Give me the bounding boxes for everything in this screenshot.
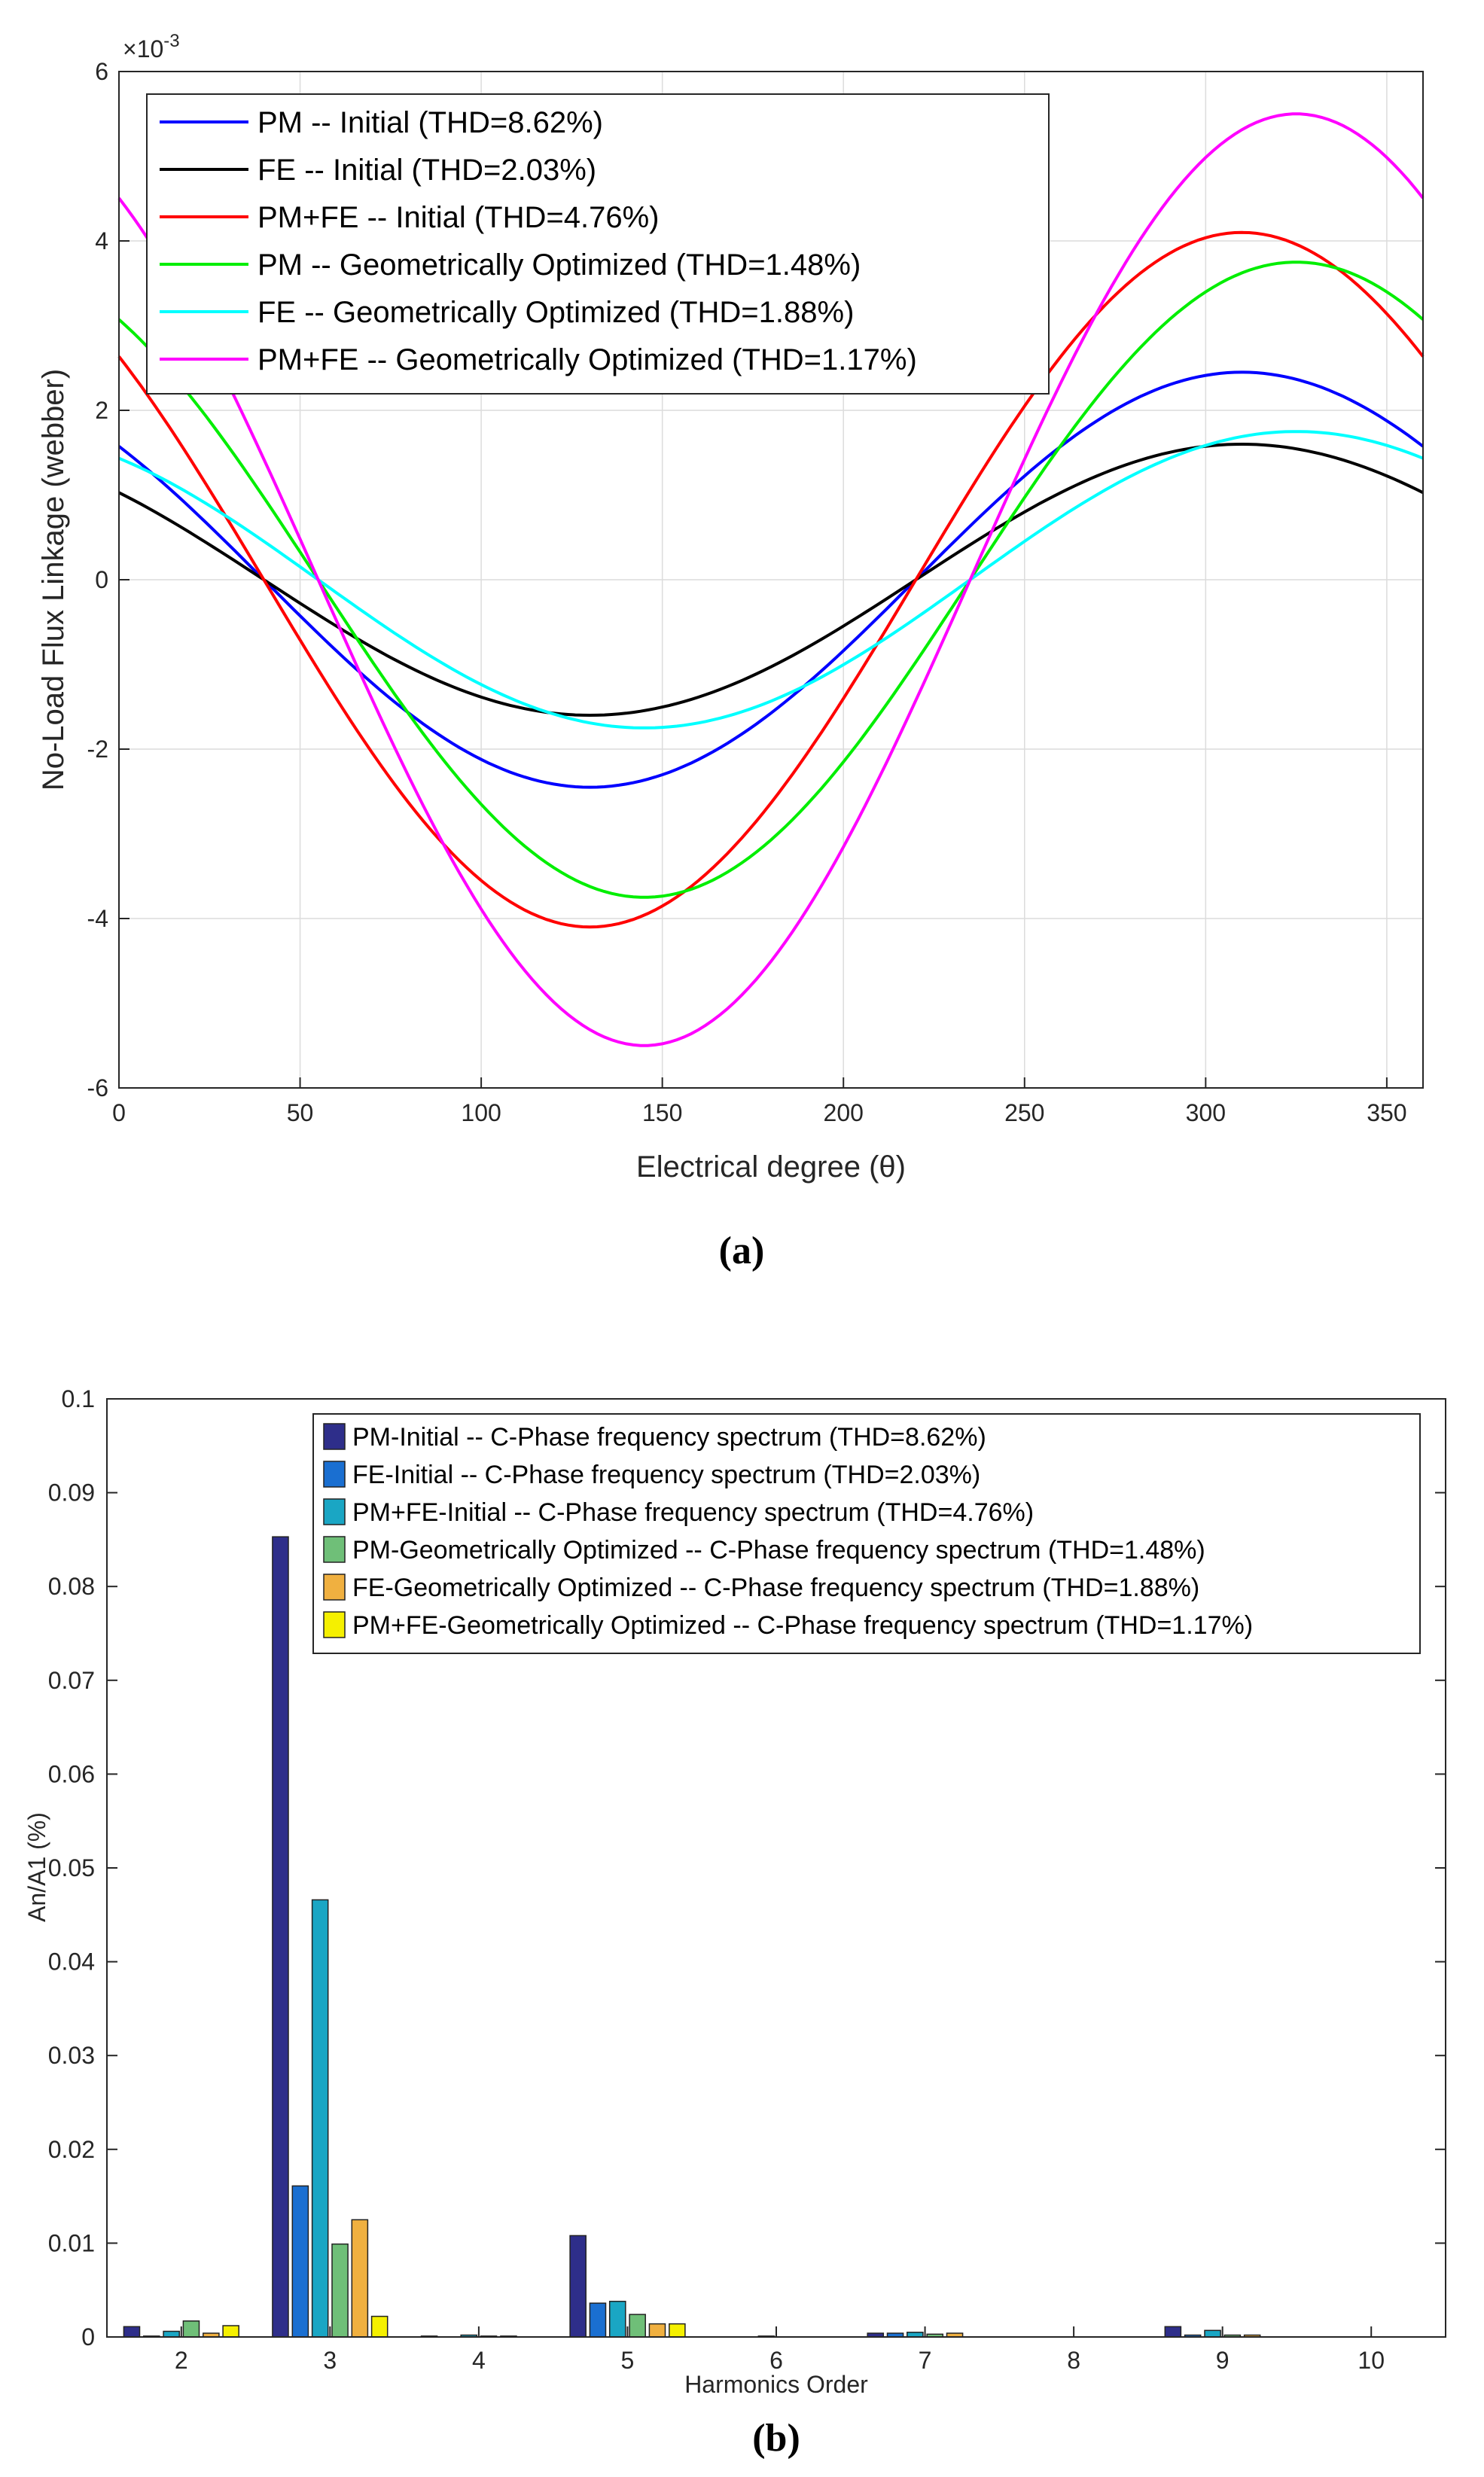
chart-b-bar: [222, 2325, 239, 2338]
chart-a-x-tick-label: 150: [642, 1099, 682, 1126]
chart-a-y-tick-label: -4: [87, 905, 108, 932]
chart-a-series-line-3: [117, 260, 1425, 899]
chart-a-legend-entry: PM+FE -- Initial (THD=4.76%): [257, 201, 659, 234]
chart-b-y-tick-label: 0.02: [48, 2136, 95, 2163]
chart-a-series-line-2: [117, 230, 1425, 929]
chart-a-y-tick-label: 4: [95, 227, 108, 254]
chart-b-y-tick-label: 0.1: [62, 1385, 95, 1412]
chart-b-bars: [123, 1536, 1261, 2338]
chart-b-bar: [629, 2314, 646, 2338]
chart-a-x-axis-label: Electrical degree (θ): [636, 1150, 906, 1184]
chart-a-legend-entry: PM+FE -- Geometrically Optimized (THD=1.…: [257, 343, 917, 376]
chart-b-legend-entry: PM+FE-Initial -- C-Phase frequency spect…: [352, 1498, 1034, 1527]
chart-a-y-tick-label: -6: [87, 1074, 108, 1101]
chart-b-bar: [351, 2219, 369, 2338]
chart-a-x-tick-label: 250: [1004, 1099, 1044, 1126]
chart-b-bar: [182, 2320, 200, 2338]
chart-b-y-tick-label: 0.03: [48, 2042, 95, 2069]
chart-a-x-tick-label: 300: [1186, 1099, 1226, 1126]
chart-b-ticks: 0 0.01 0.02 0.03 0.04 0.05 0.06 0.07 0.08 0.09 0.1…: [48, 1385, 1446, 2374]
chart-b-legend-swatch: [323, 1536, 346, 1563]
chart-b-legend-entry: PM-Geometrically Optimized -- C-Phase fr…: [352, 1536, 1205, 1565]
chart-b-y-tick-label: 0.05: [48, 1854, 95, 1881]
chart-b-bar: [163, 2330, 180, 2338]
chart-b-bar: [123, 2326, 141, 2338]
chart-a-legend: PM -- Initial (THD=8.62%) FE -- Initial (…: [146, 93, 1050, 395]
chart-b-bar: [370, 2315, 389, 2338]
chart-b-x-axis-label: Harmonics Order: [684, 2371, 868, 2398]
chart-a-legend-entry: FE -- Initial (THD=2.03%): [257, 154, 596, 187]
chart-b-bar: [291, 2185, 309, 2338]
chart-b-legend-entry: PM+FE-Geometrically Optimized -- C-Phase…: [352, 1611, 1253, 1640]
chart-a-series-line-4: [118, 430, 1424, 730]
chart-b-x-tick-label: 5: [621, 2347, 635, 2374]
chart-a-y-exponent-power: -3: [163, 31, 179, 51]
chart-b-legend-entry: FE-Initial -- C-Phase frequency spectrum…: [352, 1461, 980, 1489]
chart-b-bar: [331, 2243, 349, 2338]
chart-b-legend-box: [312, 1413, 1421, 1654]
chart-b-legend-swatch: [323, 1611, 346, 1638]
chart-a-series-line-0: [117, 370, 1425, 789]
chart-a-legend-box: [146, 93, 1050, 395]
chart-a-legend-entry: FE -- Geometrically Optimized (THD=1.88%…: [257, 296, 854, 329]
chart-a-y-tick-label: -2: [87, 736, 108, 763]
chart-b-x-tick-label: 10: [1358, 2347, 1385, 2374]
chart-b-legend-swatch: [323, 1423, 346, 1450]
chart-b-y-tick-label: 0.07: [48, 1667, 95, 1694]
chart-a-x-tick-label: 0: [112, 1099, 126, 1126]
chart-a-x-tick-label: 350: [1367, 1099, 1406, 1126]
chart-b-bar: [311, 1899, 329, 2338]
chart-a-y-tick-label: 0: [95, 566, 108, 593]
chart-b-x-tick-label: 7: [919, 2347, 932, 2374]
chart-a-x-tick-label: 100: [461, 1099, 501, 1126]
chart-a-legend-entry: PM -- Geometrically Optimized (THD=1.48%…: [257, 248, 861, 282]
chart-b-y-tick-label: 0.06: [48, 1760, 95, 1787]
chart-a-series-line-5: [117, 112, 1425, 1047]
chart-b: 0 0.01 0.02 0.03 0.04 0.05 0.06 0.07 0.08 0.09 0.1…: [23, 1385, 1446, 2460]
chart-b-legend-entry: FE-Geometrically Optimized -- C-Phase fr…: [352, 1574, 1199, 1602]
chart-b-bar: [589, 2302, 607, 2338]
chart-b-legend-swatch: [323, 1574, 346, 1601]
chart-b-bar: [648, 2323, 666, 2338]
chart-b-x-tick-label: 2: [175, 2347, 188, 2374]
chart-b-y-tick-label: 0: [81, 2323, 95, 2351]
chart-a-x-tick-label: 50: [287, 1099, 314, 1126]
chart-a: 0 50 100 150 200 250 300 350 -6 -4 -2 0 2 4 6 ×10-3 El…: [37, 31, 1425, 1272]
chart-b-legend-swatch: [323, 1461, 346, 1488]
chart-b-y-tick-label: 0.08: [48, 1573, 95, 1600]
chart-b-x-tick-label: 3: [323, 2347, 337, 2374]
chart-b-x-tick-label: 9: [1216, 2347, 1230, 2374]
panel-a-label: (a): [719, 1229, 765, 1272]
chart-a-y-tick-label: 2: [95, 397, 108, 424]
chart-a-lines: [117, 112, 1425, 1047]
chart-b-bar: [669, 2323, 686, 2338]
chart-a-legend-entry: PM -- Initial (THD=8.62%): [257, 106, 603, 139]
chart-b-bar: [608, 2300, 626, 2338]
chart-a-y-axis-label: No-Load Flux Linkage (webber): [37, 369, 70, 791]
chart-b-y-tick-label: 0.09: [48, 1479, 95, 1507]
chart-b-legend-entry: PM-Initial -- C-Phase frequency spectrum…: [352, 1423, 986, 1452]
chart-b-bar: [1164, 2326, 1182, 2338]
chart-b-y-axis-label: An/A1 (%): [23, 1812, 50, 1922]
chart-b-x-tick-label: 8: [1067, 2347, 1080, 2374]
chart-b-x-tick-label: 6: [769, 2347, 783, 2374]
chart-a-y-exponent: ×10-3: [123, 31, 180, 62]
chart-a-x-tick-label: 200: [824, 1099, 864, 1126]
chart-b-bar: [569, 2235, 587, 2338]
chart-b-bar: [1204, 2329, 1221, 2338]
chart-b-y-tick-label: 0.01: [48, 2229, 95, 2256]
chart-b-x-tick-label: 4: [472, 2347, 486, 2374]
chart-b-legend: PM-Initial -- C-Phase frequency spectrum…: [312, 1413, 1421, 1654]
chart-b-bar: [272, 1536, 289, 2338]
panel-b-label: (b): [752, 2417, 800, 2460]
chart-a-ticks: 0 50 100 150 200 250 300 350 -6 -4 -2 0 2 4 6: [87, 58, 1407, 1126]
chart-a-y-tick-label: 6: [95, 58, 108, 85]
chart-b-y-tick-label: 0.04: [48, 1948, 95, 1976]
chart-b-legend-swatch: [323, 1498, 346, 1525]
